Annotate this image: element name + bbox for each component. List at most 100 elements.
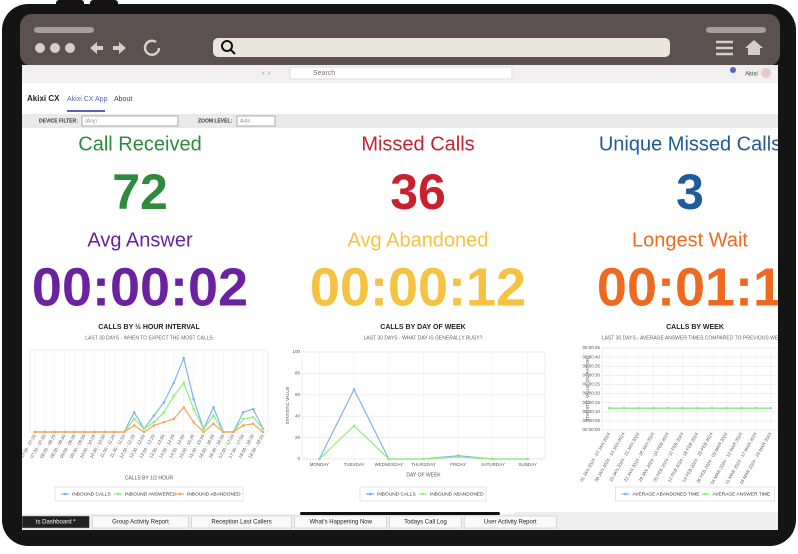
y-tick-label: 00:00:15 bbox=[582, 400, 600, 405]
tab-pill bbox=[706, 27, 766, 33]
search-icon bbox=[230, 49, 236, 55]
bottom-tab-label: Group Activity Report bbox=[112, 520, 169, 526]
refresh-icon[interactable] bbox=[143, 39, 161, 56]
menu-icon[interactable] bbox=[716, 40, 733, 56]
app-tab[interactable]: Akixi CX App bbox=[67, 96, 108, 103]
point bbox=[93, 430, 96, 434]
point bbox=[162, 411, 166, 414]
point bbox=[212, 422, 215, 426]
chart-subtitle: LAST 30 DAYS - WHEN TO EXPECT THE MOST C… bbox=[85, 335, 213, 341]
kpi-sub-value: 00:00:12 bbox=[310, 257, 526, 317]
point bbox=[251, 407, 255, 411]
point bbox=[162, 401, 166, 404]
legend-dot bbox=[624, 492, 627, 496]
device-select[interactable] bbox=[81, 115, 179, 127]
y-tick-label: 00:00:05 bbox=[582, 418, 600, 423]
bottom-tab[interactable] bbox=[191, 515, 292, 529]
x-tick-label: TUESDAY bbox=[344, 462, 365, 467]
point bbox=[422, 457, 425, 461]
kpi-sub-value: 00:00:02 bbox=[32, 257, 248, 317]
kpi-label: Unique Missed Calls bbox=[599, 133, 781, 155]
y-tick-label: 00:00:40 bbox=[582, 354, 600, 359]
y-tick-label: 100 bbox=[292, 349, 300, 354]
scroll-indicator bbox=[300, 512, 500, 515]
point bbox=[182, 356, 186, 360]
legend-label: INBOUND ABANDONED bbox=[187, 491, 241, 497]
y-tick-label: 40 bbox=[295, 413, 301, 418]
kpi-value: 3 bbox=[676, 164, 704, 220]
kpi-sub-label: Longest Wait bbox=[632, 229, 748, 251]
point bbox=[192, 397, 195, 401]
zoom-select[interactable] bbox=[236, 115, 276, 127]
y-tick-label: 00:00:30 bbox=[582, 373, 600, 378]
kpi-label: Call Received bbox=[78, 133, 201, 155]
nav-back[interactable]: ‹ › bbox=[262, 67, 271, 77]
point bbox=[352, 424, 356, 428]
address-bar[interactable] bbox=[213, 38, 670, 57]
point bbox=[172, 394, 176, 398]
point bbox=[142, 430, 146, 434]
chart-title: CALLS BY ½ HOUR INTERVAL bbox=[98, 323, 200, 331]
window-dots bbox=[35, 43, 75, 53]
avatar bbox=[761, 68, 771, 78]
bottom-tab[interactable] bbox=[389, 515, 462, 529]
point bbox=[172, 381, 176, 385]
point bbox=[725, 406, 728, 410]
chart-title: CALLS BY DAY OF WEEK bbox=[380, 324, 465, 331]
y-tick-label: 00:00:20 bbox=[582, 391, 600, 396]
point bbox=[637, 406, 640, 410]
point bbox=[710, 406, 714, 410]
point bbox=[241, 417, 245, 421]
y-axis-label: STATISTIC VALUE (DURATION) bbox=[585, 356, 590, 422]
point bbox=[202, 430, 205, 434]
point bbox=[83, 430, 86, 434]
x-tick-label: SATURDAY bbox=[481, 462, 505, 467]
point bbox=[740, 406, 743, 410]
legend-label: INBOUND CALLS bbox=[377, 491, 416, 497]
legend-dot bbox=[63, 492, 67, 496]
tab-underline bbox=[67, 110, 105, 112]
point bbox=[652, 406, 655, 410]
bottom-tab[interactable] bbox=[22, 515, 90, 529]
point bbox=[172, 417, 176, 421]
point bbox=[261, 430, 265, 434]
search-placeholder: Search bbox=[313, 70, 335, 77]
x-axis-label: CALLS BY 1/2 HOUR bbox=[125, 475, 174, 481]
point bbox=[222, 430, 225, 434]
app-name: Akixi CX bbox=[27, 94, 60, 103]
point bbox=[608, 406, 611, 410]
point bbox=[53, 430, 57, 434]
x-tick-label: WEDNESDAY bbox=[374, 462, 403, 467]
y-tick-label: 00:00:45 bbox=[582, 345, 600, 350]
y-tick-label: 0 bbox=[297, 456, 300, 461]
point bbox=[231, 430, 235, 434]
point bbox=[103, 430, 106, 434]
zoom-label: ZOOM LEVEL: bbox=[198, 118, 233, 124]
app-tab[interactable]: About bbox=[114, 96, 132, 103]
legend-dot bbox=[704, 492, 707, 496]
point bbox=[681, 406, 684, 410]
home-icon[interactable] bbox=[745, 40, 763, 55]
bottom-tab[interactable] bbox=[463, 515, 557, 529]
point bbox=[526, 457, 529, 461]
bottom-tab-label: User Activity Report bbox=[484, 520, 537, 526]
teams-search[interactable] bbox=[289, 66, 513, 80]
point bbox=[43, 430, 47, 434]
bottom-tab[interactable] bbox=[294, 515, 387, 529]
legend-dot bbox=[178, 492, 182, 496]
bottom-tab[interactable] bbox=[92, 515, 189, 529]
kpi-sub-label: Avg Answer bbox=[87, 229, 193, 251]
kpi-label: Missed Calls bbox=[361, 133, 474, 155]
point bbox=[387, 457, 391, 461]
point bbox=[122, 430, 126, 434]
point bbox=[456, 455, 460, 459]
chart-title: CALLS BY WEEK bbox=[666, 324, 724, 331]
chart-subtitle: LAST 30 DAYS - AVERAGE ANSWER TIMES COMP… bbox=[602, 335, 789, 341]
point bbox=[132, 417, 136, 421]
point bbox=[132, 411, 136, 414]
legend bbox=[54, 486, 244, 502]
nav-arrows[interactable] bbox=[90, 42, 126, 54]
y-tick-label: 00:00:10 bbox=[582, 409, 600, 414]
y-tick-label: 80 bbox=[295, 371, 301, 376]
bottom-tab-label: Todays Call Log bbox=[404, 520, 447, 526]
